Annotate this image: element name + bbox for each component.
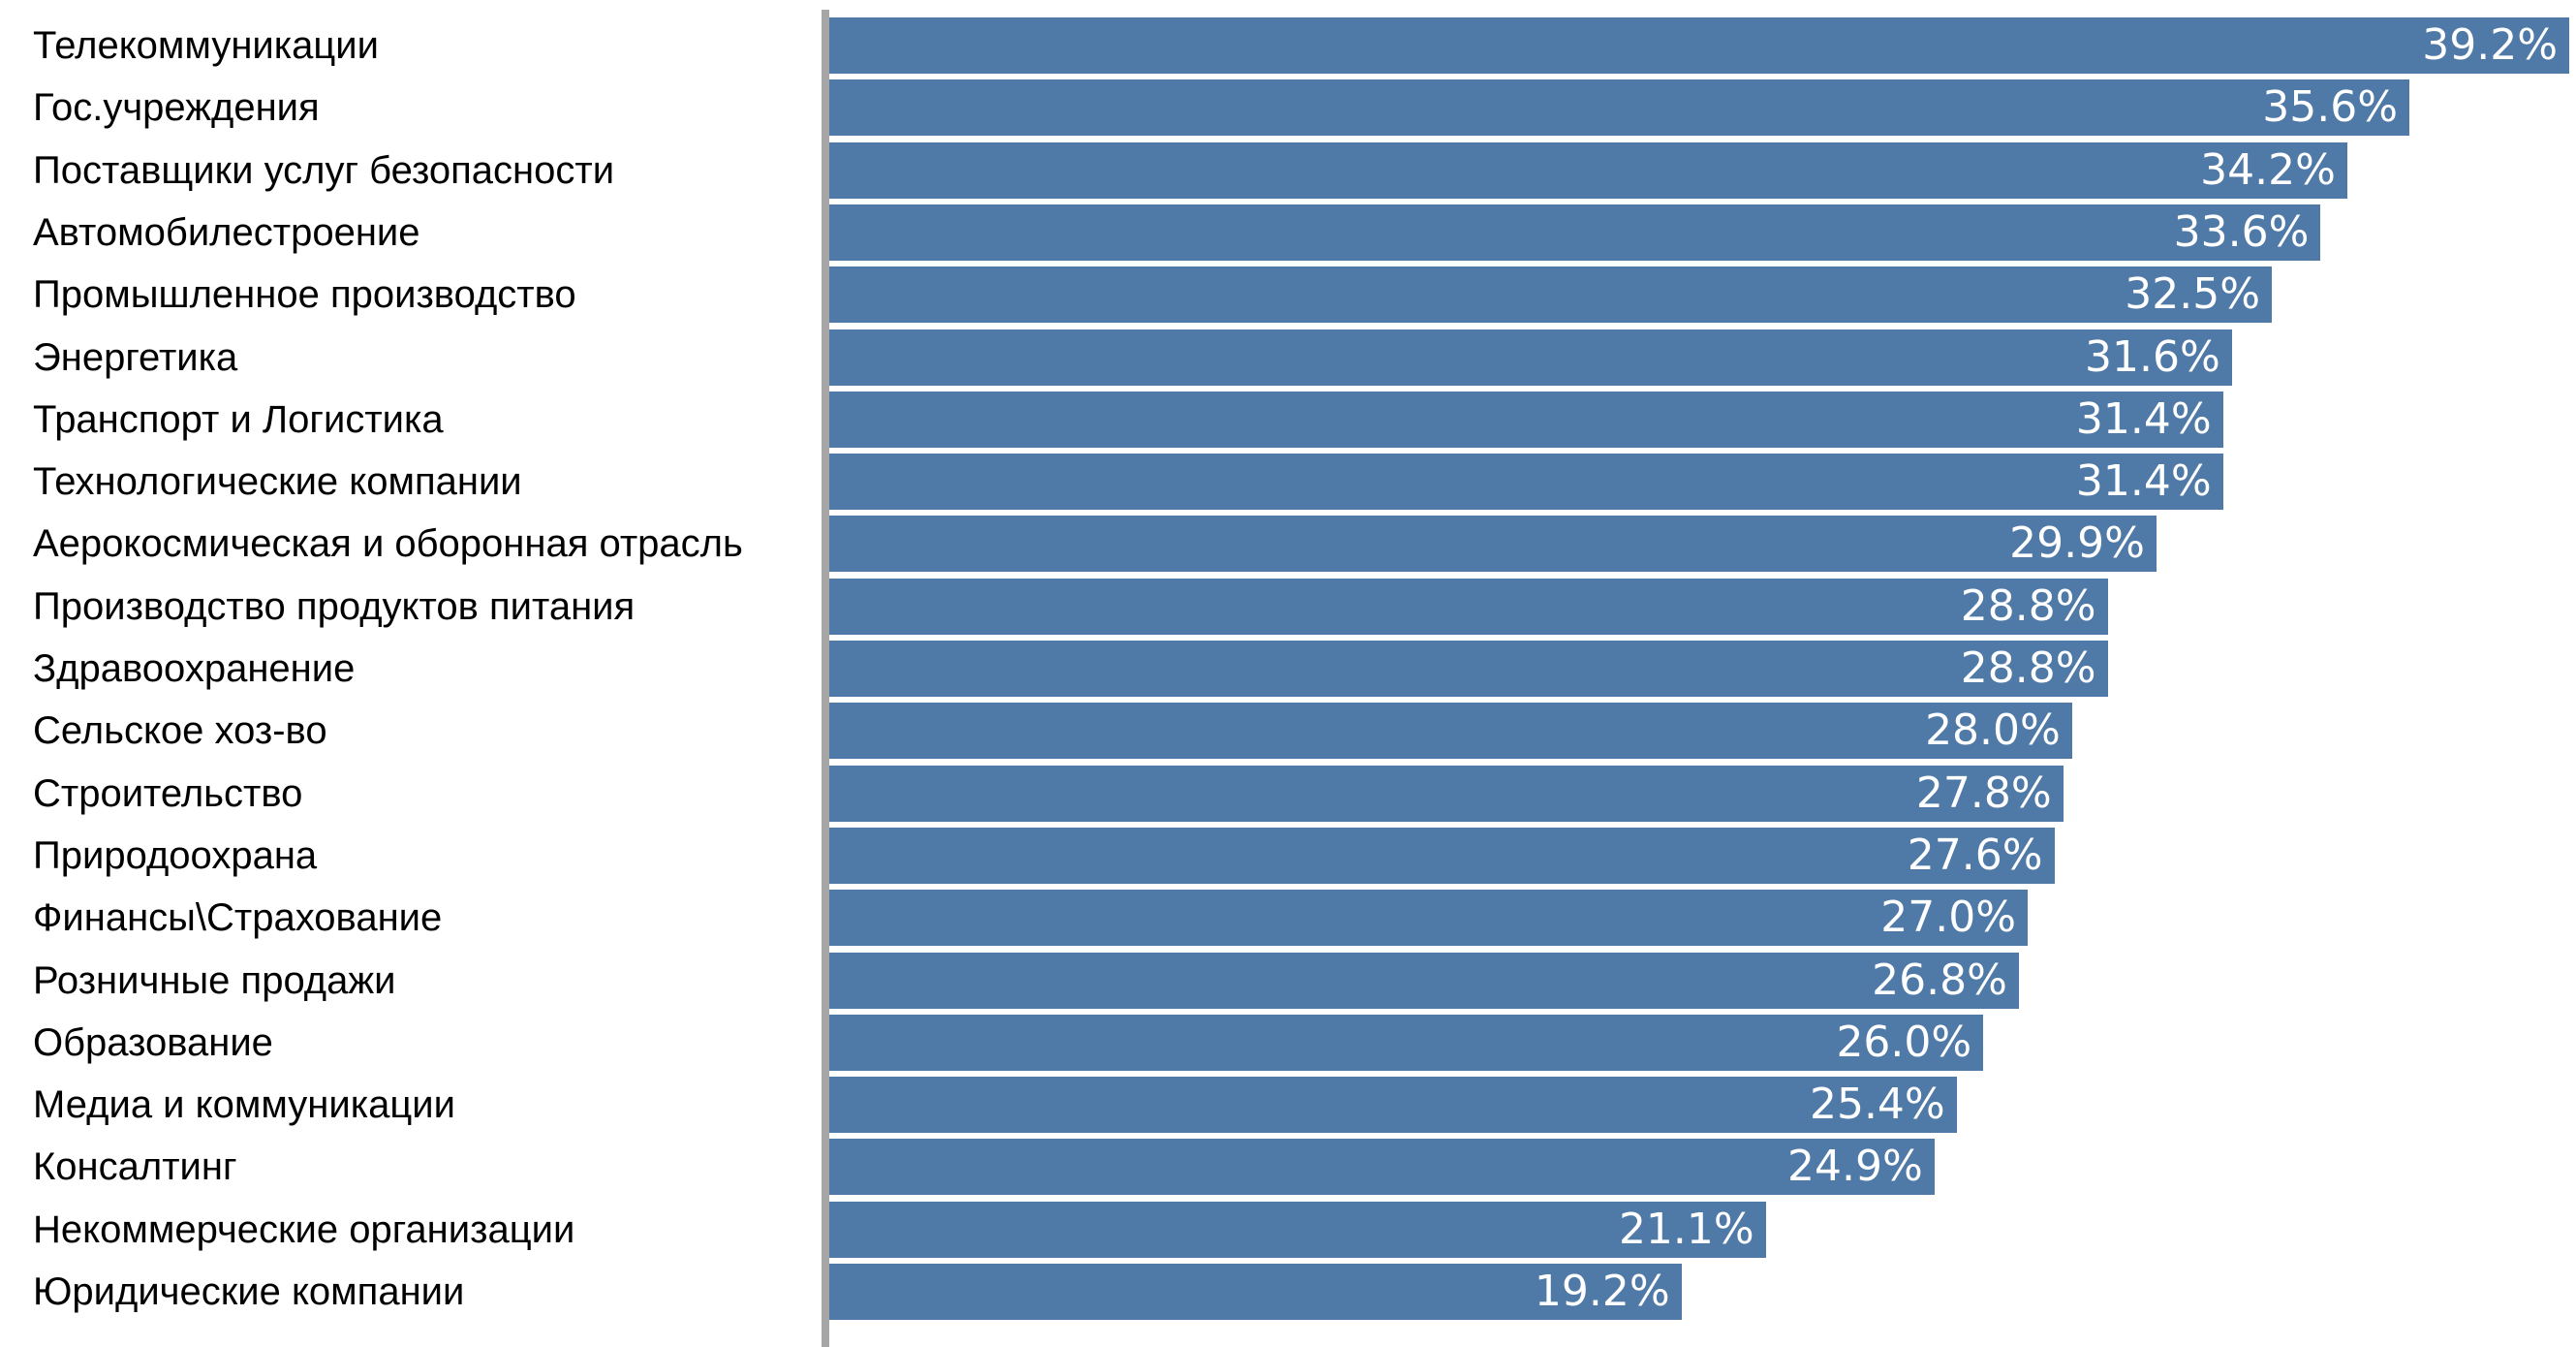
bar-value-label: 26.0% [1836,1017,1972,1067]
bar-value-label: 35.6% [2262,82,2399,133]
bar: 25.4% [829,1077,1957,1134]
category-label: Автомобилестроение [33,210,420,254]
category-label: Аерокосмическая и оборонная отрасль [33,522,743,566]
category-label: Сельское хоз-во [33,709,327,753]
bar: 28.8% [829,578,2108,635]
category-label: Природоохрана [33,833,318,877]
bar-value-label: 31.4% [2075,456,2212,507]
category-label: Консалтинг [33,1145,237,1189]
bar-value-label: 39.2% [2422,20,2558,70]
category-label: Промышленное производство [33,273,576,317]
bar: 28.8% [829,641,2108,697]
category-label: Технологические компании [33,460,522,504]
category-label: Здравоохранение [33,647,356,690]
bar: 31.4% [829,454,2223,511]
category-label: Строительство [33,771,303,815]
bar-value-label: 21.1% [1618,1204,1754,1254]
bar: 35.6% [829,79,2410,137]
bar-value-label: 19.2% [1534,1267,1670,1316]
category-label: Медиа и коммуникации [33,1083,455,1127]
bar: 34.2% [829,141,2347,199]
bar-value-label: 25.4% [1809,1080,1945,1130]
bar-value-label: 29.9% [2009,518,2145,569]
bar: 24.9% [829,1139,1935,1196]
bar-value-label: 31.6% [2085,331,2220,382]
bar-value-label: 32.5% [2125,269,2261,320]
category-label: Юридические компании [33,1270,465,1313]
bar: 21.1% [829,1201,1766,1258]
bar: 27.0% [829,890,2029,947]
category-axis-line [822,10,829,1347]
category-label: Гос.учреждения [33,86,320,130]
bar-value-label: 28.8% [1960,643,2096,693]
bar-value-label: 34.2% [2200,144,2336,195]
bar: 31.4% [829,391,2223,448]
category-label: Образование [33,1020,273,1064]
bar: 26.8% [829,952,2019,1009]
bar-value-label: 28.0% [1925,705,2061,756]
category-label: Розничные продажи [33,958,396,1002]
bar-value-label: 27.8% [1915,767,2052,818]
category-label: Энергетика [33,335,238,379]
bar-value-label: 24.9% [1787,1142,1923,1192]
bar-value-label: 26.8% [1872,955,2007,1005]
bar: 31.6% [829,329,2232,386]
bar: 19.2% [829,1264,1682,1320]
bar: 39.2% [829,17,2569,74]
category-label: Финансы\Страхование [33,896,443,940]
bar: 29.9% [829,516,2157,573]
bar: 26.0% [829,1014,1984,1071]
bar-value-label: 27.0% [1880,893,2017,943]
category-label: Некоммерческие организации [33,1207,575,1251]
category-label: Телекоммуникации [33,24,379,67]
bar-value-label: 28.8% [1960,580,2096,631]
bar-value-label: 33.6% [2173,206,2310,257]
bar: 27.8% [829,765,2064,822]
bar: 28.0% [829,703,2072,760]
bar-value-label: 27.6% [1907,830,2043,880]
bar: 27.6% [829,827,2055,884]
bar-value-label: 31.4% [2075,393,2212,444]
category-label: Производство продуктов питания [33,584,636,628]
bar: 32.5% [829,266,2273,324]
bar: 33.6% [829,204,2321,261]
category-label: Поставщики услуг безопасности [33,148,615,192]
category-label: Транспорт и Логистика [33,397,444,441]
